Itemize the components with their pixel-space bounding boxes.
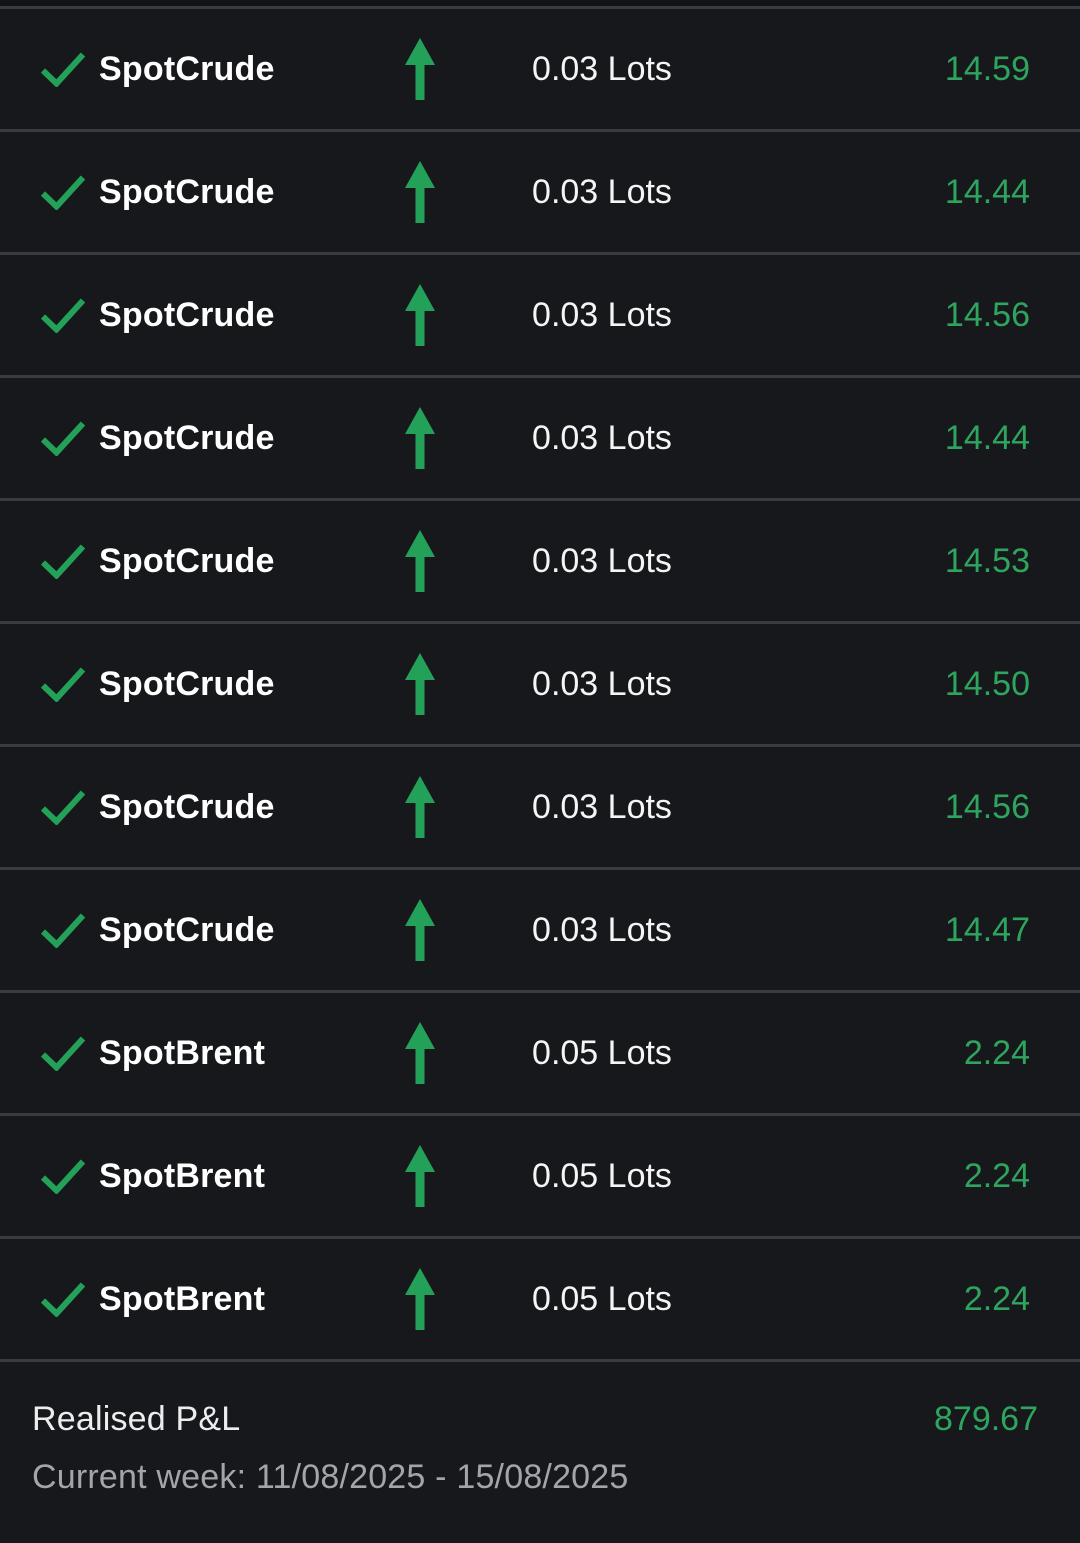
direction-cell (388, 407, 452, 469)
check-icon (40, 544, 86, 579)
direction-cell (388, 899, 452, 961)
period-label: Current week: 11/08/2025 - 15/08/2025 (32, 1457, 629, 1496)
pnl-value: 14.47 (944, 910, 1030, 949)
pnl-value: 2.24 (963, 1156, 1030, 1195)
lots-label: 0.03 Lots (532, 418, 672, 457)
symbol-label: SpotCrude (99, 787, 275, 826)
check-icon (40, 421, 86, 456)
up-arrow-icon (405, 776, 435, 838)
realised-pnl-label: Realised P&L (32, 1399, 241, 1438)
direction-cell (388, 776, 452, 838)
top-divider (0, 6, 1080, 9)
check-icon (40, 298, 86, 333)
up-arrow-icon (405, 1268, 435, 1330)
table-row[interactable]: SpotCrude 0.03 Lots 14.44 (0, 378, 1080, 501)
symbol-cell: SpotCrude (40, 911, 388, 950)
symbol-label: SpotCrude (99, 418, 275, 457)
symbol-cell: SpotBrent (40, 1034, 388, 1073)
symbol-cell: SpotBrent (40, 1280, 388, 1319)
symbol-label: SpotCrude (99, 541, 275, 580)
top-sliver (0, 0, 1080, 6)
direction-cell (388, 38, 452, 100)
pnl-value: 2.24 (963, 1033, 1030, 1072)
pnl-value: 14.59 (944, 49, 1030, 88)
symbol-cell: SpotCrude (40, 50, 388, 89)
check-icon (40, 1282, 86, 1317)
up-arrow-icon (405, 284, 435, 346)
up-arrow-icon (405, 161, 435, 223)
up-arrow-icon (405, 38, 435, 100)
check-icon (40, 175, 86, 210)
lots-label: 0.05 Lots (532, 1033, 672, 1072)
table-row[interactable]: SpotCrude 0.03 Lots 14.47 (0, 870, 1080, 993)
pnl-value: 14.56 (944, 295, 1030, 334)
symbol-cell: SpotCrude (40, 296, 388, 335)
table-row[interactable]: SpotCrude 0.03 Lots 14.44 (0, 132, 1080, 255)
symbol-cell: SpotBrent (40, 1157, 388, 1196)
pnl-value: 14.56 (944, 787, 1030, 826)
realised-pnl-value: 879.67 (934, 1399, 1038, 1438)
table-row[interactable]: SpotBrent 0.05 Lots 2.24 (0, 1239, 1080, 1362)
direction-cell (388, 161, 452, 223)
table-row[interactable]: SpotBrent 0.05 Lots 2.24 (0, 1116, 1080, 1239)
lots-label: 0.05 Lots (532, 1156, 672, 1195)
direction-cell (388, 530, 452, 592)
symbol-label: SpotCrude (99, 295, 275, 334)
symbol-label: SpotBrent (99, 1033, 266, 1072)
table-row[interactable]: SpotCrude 0.03 Lots 14.50 (0, 624, 1080, 747)
table-row[interactable]: SpotCrude 0.03 Lots 14.56 (0, 747, 1080, 870)
up-arrow-icon (405, 530, 435, 592)
symbol-cell: SpotCrude (40, 542, 388, 581)
lots-label: 0.05 Lots (532, 1279, 672, 1318)
up-arrow-icon (405, 1145, 435, 1207)
table-row[interactable]: SpotCrude 0.03 Lots 14.59 (0, 9, 1080, 132)
check-icon (40, 52, 86, 87)
direction-cell (388, 653, 452, 715)
lots-label: 0.03 Lots (532, 787, 672, 826)
direction-cell (388, 1268, 452, 1330)
summary-panel: Realised P&L 879.67 Current week: 11/08/… (0, 1362, 1080, 1498)
period-row: Current week: 11/08/2025 - 15/08/2025 (32, 1456, 1038, 1498)
up-arrow-icon (405, 1022, 435, 1084)
symbol-label: SpotBrent (99, 1279, 266, 1318)
symbol-cell: SpotCrude (40, 419, 388, 458)
pnl-value: 14.44 (944, 418, 1030, 457)
up-arrow-icon (405, 653, 435, 715)
pnl-value: 14.44 (944, 172, 1030, 211)
lots-label: 0.03 Lots (532, 910, 672, 949)
lots-label: 0.03 Lots (532, 295, 672, 334)
realised-pnl-row: Realised P&L 879.67 (32, 1398, 1038, 1440)
lots-label: 0.03 Lots (532, 541, 672, 580)
direction-cell (388, 1145, 452, 1207)
symbol-label: SpotCrude (99, 49, 275, 88)
check-icon (40, 1159, 86, 1194)
direction-cell (388, 284, 452, 346)
table-row[interactable]: SpotCrude 0.03 Lots 14.56 (0, 255, 1080, 378)
check-icon (40, 790, 86, 825)
symbol-cell: SpotCrude (40, 788, 388, 827)
lots-label: 0.03 Lots (532, 49, 672, 88)
lots-label: 0.03 Lots (532, 172, 672, 211)
pnl-value: 14.53 (944, 541, 1030, 580)
up-arrow-icon (405, 899, 435, 961)
check-icon (40, 913, 86, 948)
symbol-label: SpotCrude (99, 910, 275, 949)
symbol-label: SpotCrude (99, 172, 275, 211)
symbol-label: SpotBrent (99, 1156, 266, 1195)
up-arrow-icon (405, 407, 435, 469)
trade-list: SpotCrude 0.03 Lots 14.59 SpotCrude 0.03… (0, 9, 1080, 1362)
pnl-value: 14.50 (944, 664, 1030, 703)
symbol-label: SpotCrude (99, 664, 275, 703)
pnl-value: 2.24 (963, 1279, 1030, 1318)
table-row[interactable]: SpotCrude 0.03 Lots 14.53 (0, 501, 1080, 624)
lots-label: 0.03 Lots (532, 664, 672, 703)
symbol-cell: SpotCrude (40, 665, 388, 704)
check-icon (40, 667, 86, 702)
table-row[interactable]: SpotBrent 0.05 Lots 2.24 (0, 993, 1080, 1116)
symbol-cell: SpotCrude (40, 173, 388, 212)
direction-cell (388, 1022, 452, 1084)
check-icon (40, 1036, 86, 1071)
